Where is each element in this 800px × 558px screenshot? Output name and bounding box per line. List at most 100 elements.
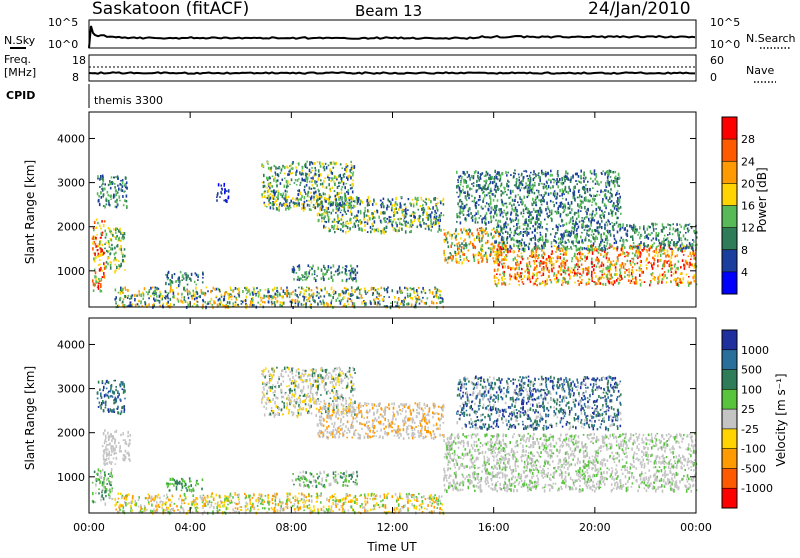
power-cell — [606, 171, 608, 174]
power-cell — [341, 271, 343, 273]
power-cell — [692, 263, 694, 266]
power-cell — [308, 298, 310, 300]
power-cell — [537, 228, 539, 230]
power-cell — [456, 221, 458, 223]
power-cell — [321, 277, 323, 280]
power-cell — [338, 182, 340, 184]
power-cell — [103, 262, 105, 265]
power-cell — [555, 211, 557, 213]
power-cell — [513, 172, 515, 174]
power-cell — [345, 183, 347, 185]
power-cell — [352, 168, 354, 170]
power-colorbar-segment — [722, 183, 737, 205]
power-cell — [474, 197, 476, 199]
power-cell — [632, 228, 634, 231]
power-cell — [392, 204, 394, 206]
power-cell — [414, 291, 416, 294]
power-cell — [124, 255, 126, 257]
power-cell — [555, 232, 557, 235]
power-cell — [587, 188, 589, 191]
power-cell — [167, 301, 169, 304]
power-cell — [110, 199, 112, 201]
power-cell — [196, 297, 198, 299]
power-cell — [538, 223, 540, 225]
power-cell — [99, 259, 101, 261]
power-cell — [478, 204, 480, 206]
power-cell — [105, 237, 107, 239]
power-cell — [352, 293, 354, 295]
power-cell — [608, 266, 610, 269]
power-cell — [463, 247, 465, 249]
noise-sky-trace — [89, 26, 695, 48]
power-cell — [292, 291, 294, 293]
power-cell — [217, 288, 219, 291]
power-cell — [280, 193, 282, 196]
power-cell — [547, 172, 549, 174]
power-cell — [610, 188, 612, 191]
power-cell — [498, 242, 500, 244]
power-cell — [315, 279, 317, 282]
power-cell — [425, 292, 427, 294]
power-cell — [350, 176, 352, 179]
power-cell — [691, 255, 693, 258]
power-cell — [483, 231, 485, 234]
power-cell — [349, 278, 351, 280]
power-cell — [297, 300, 299, 303]
power-cell — [310, 304, 312, 306]
power-cell — [319, 197, 321, 200]
power-cell — [552, 263, 554, 265]
power-cell — [116, 266, 118, 269]
power-cell — [265, 295, 267, 297]
power-cell — [574, 212, 576, 215]
power-cell — [335, 291, 337, 294]
power-cell — [610, 261, 612, 264]
power-cell — [557, 226, 559, 228]
power-cell — [457, 179, 459, 181]
power-cell — [494, 276, 496, 279]
power-cell — [289, 295, 291, 298]
power-cell — [349, 227, 351, 230]
power-cell — [606, 236, 608, 238]
power-cell — [538, 183, 540, 186]
power-cell — [539, 248, 541, 250]
power-cell — [286, 289, 288, 292]
power-cell — [298, 199, 300, 202]
power-cell — [222, 304, 224, 307]
power-cell — [305, 163, 307, 166]
power-cell — [115, 296, 117, 299]
power-cell — [521, 180, 523, 182]
power-cell — [646, 257, 648, 260]
power-cell — [592, 198, 594, 201]
power-cell — [250, 300, 252, 304]
power-cell — [319, 193, 321, 196]
power-cell — [529, 255, 531, 257]
power-cell — [232, 302, 234, 304]
power-cell — [481, 221, 483, 224]
power-cell — [518, 219, 520, 222]
power-cell — [317, 189, 319, 191]
power-cell — [427, 297, 429, 299]
power-cell — [399, 218, 401, 221]
power-cell — [572, 257, 574, 260]
power-cell — [184, 298, 186, 301]
power-cell — [590, 178, 592, 180]
power-cell — [500, 213, 502, 216]
power-cell — [637, 246, 639, 249]
power-cell — [479, 195, 481, 198]
power-cell — [104, 183, 106, 185]
power-cell — [520, 272, 522, 274]
power-cell — [597, 248, 599, 250]
power-cell — [469, 231, 471, 233]
power-cell — [506, 194, 508, 196]
power-cell — [544, 262, 546, 264]
power-cell — [563, 257, 565, 260]
power-cell — [293, 267, 295, 270]
power-cell — [572, 242, 574, 245]
power-cell — [535, 254, 537, 257]
power-cell — [193, 295, 195, 297]
power-cell — [110, 267, 112, 270]
power-cell — [458, 261, 460, 264]
power-cell — [677, 283, 679, 286]
power-cell — [229, 293, 231, 295]
power-cell — [494, 251, 496, 253]
